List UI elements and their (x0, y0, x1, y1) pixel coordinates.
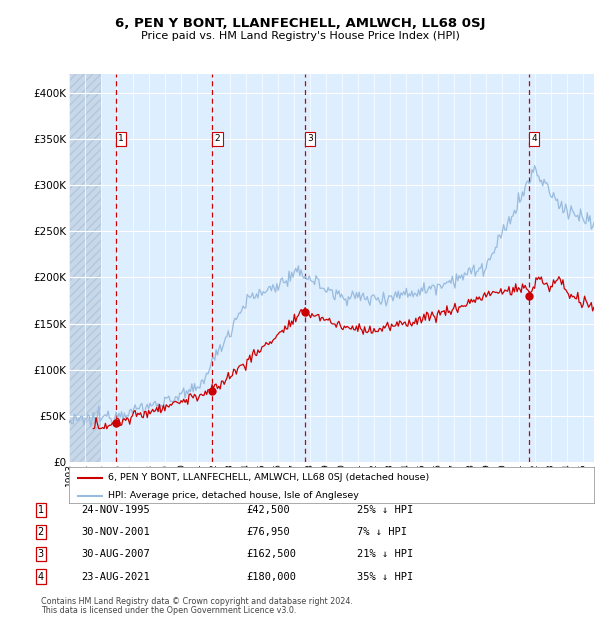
Text: 30-AUG-2007: 30-AUG-2007 (81, 549, 150, 559)
Text: 1: 1 (118, 135, 124, 143)
Text: 3: 3 (307, 135, 313, 143)
Text: 23-AUG-2021: 23-AUG-2021 (81, 572, 150, 582)
Text: 1: 1 (38, 505, 44, 515)
Text: £42,500: £42,500 (246, 505, 290, 515)
Text: 4: 4 (38, 572, 44, 582)
Text: Contains HM Land Registry data © Crown copyright and database right 2024.: Contains HM Land Registry data © Crown c… (41, 597, 353, 606)
Text: HPI: Average price, detached house, Isle of Anglesey: HPI: Average price, detached house, Isle… (109, 491, 359, 500)
Text: Price paid vs. HM Land Registry's House Price Index (HPI): Price paid vs. HM Land Registry's House … (140, 31, 460, 41)
Text: This data is licensed under the Open Government Licence v3.0.: This data is licensed under the Open Gov… (41, 606, 296, 615)
Text: 7% ↓ HPI: 7% ↓ HPI (357, 527, 407, 537)
Text: 2: 2 (38, 527, 44, 537)
Text: 6, PEN Y BONT, LLANFECHELL, AMLWCH, LL68 0SJ (detached house): 6, PEN Y BONT, LLANFECHELL, AMLWCH, LL68… (109, 473, 430, 482)
Text: 3: 3 (38, 549, 44, 559)
Text: £180,000: £180,000 (246, 572, 296, 582)
Text: £162,500: £162,500 (246, 549, 296, 559)
Bar (69, 74, 101, 462)
Text: 35% ↓ HPI: 35% ↓ HPI (357, 572, 413, 582)
Text: 2: 2 (215, 135, 220, 143)
Text: 30-NOV-2001: 30-NOV-2001 (81, 527, 150, 537)
Text: 25% ↓ HPI: 25% ↓ HPI (357, 505, 413, 515)
Text: £76,950: £76,950 (246, 527, 290, 537)
Text: 21% ↓ HPI: 21% ↓ HPI (357, 549, 413, 559)
Text: 6, PEN Y BONT, LLANFECHELL, AMLWCH, LL68 0SJ: 6, PEN Y BONT, LLANFECHELL, AMLWCH, LL68… (115, 17, 485, 30)
Text: 24-NOV-1995: 24-NOV-1995 (81, 505, 150, 515)
Text: 4: 4 (532, 135, 537, 143)
Bar (69, 74, 101, 462)
